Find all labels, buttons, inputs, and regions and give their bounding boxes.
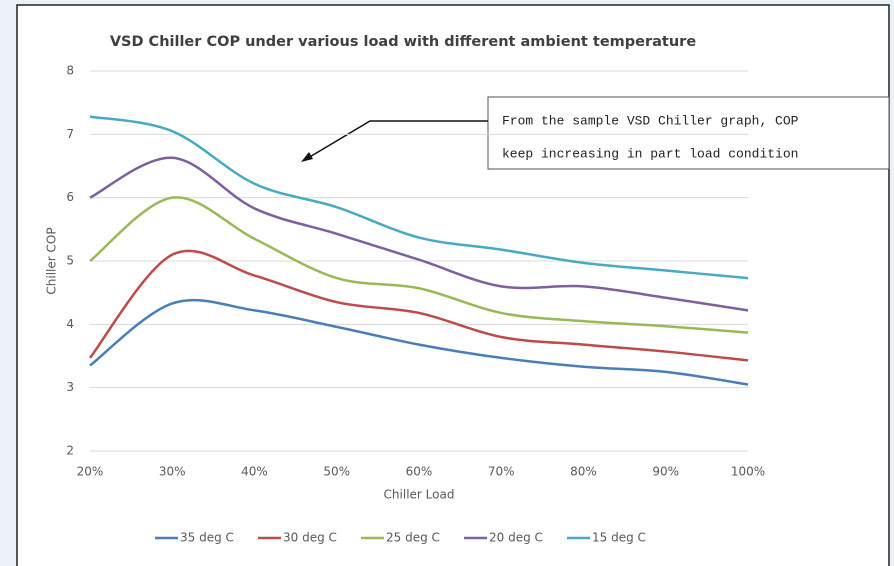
annotation-box: [487, 96, 890, 170]
x-tick-label: 80%: [570, 465, 597, 479]
annotation-arrow: [307, 120, 488, 159]
series-line: [89, 196, 749, 334]
series-line: [89, 156, 749, 312]
x-tick-label: 50%: [323, 465, 350, 479]
y-tick-label: 3: [66, 380, 74, 394]
y-tick-label: 7: [66, 127, 74, 141]
y-tick-label: 5: [66, 254, 74, 268]
x-tick-label: 60%: [406, 465, 433, 479]
x-axis-title: Chiller Load: [384, 488, 455, 502]
chart-title: VSD Chiller COP under various load with …: [110, 34, 697, 50]
x-tick-label: 70%: [488, 465, 515, 479]
x-tick-label: 40%: [241, 465, 268, 479]
legend-label: 15 deg C: [592, 531, 646, 545]
series-line: [89, 298, 749, 386]
x-tick-label: 30%: [159, 465, 186, 479]
legend-label: 25 deg C: [386, 531, 440, 545]
legend-label: 30 deg C: [283, 531, 337, 545]
legend-label: 35 deg C: [180, 531, 234, 545]
x-tick-label: 20%: [77, 465, 104, 479]
series-line: [89, 249, 749, 362]
annotation-line: keep increasing in part load condition: [502, 146, 798, 161]
legend-label: 20 deg C: [489, 531, 543, 545]
y-tick-label: 6: [66, 190, 74, 204]
y-tick-label: 8: [66, 64, 74, 78]
y-axis-title: Chiller COP: [45, 227, 59, 294]
chart-frame: [16, 4, 890, 566]
x-tick-label: 100%: [731, 465, 765, 479]
x-tick-label: 90%: [652, 465, 679, 479]
y-tick-label: 4: [66, 317, 74, 331]
series-line: [89, 115, 749, 280]
arrow-head: [301, 152, 313, 162]
annotation-line: From the sample VSD Chiller graph, COP: [502, 113, 799, 128]
y-tick-label: 2: [66, 444, 74, 458]
